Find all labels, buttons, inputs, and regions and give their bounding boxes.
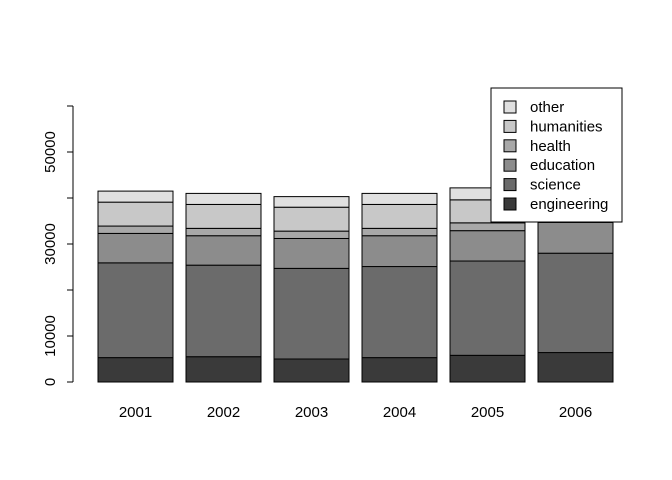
legend-label-education: education — [530, 157, 595, 174]
y-tick-label: 50000 — [42, 131, 59, 173]
x-tick-label: 2001 — [119, 404, 152, 421]
bar-segment-science-2005 — [449, 260, 526, 356]
legend-swatch-humanities — [503, 119, 517, 133]
bar-segment-engineering-2005 — [449, 354, 526, 383]
bar-segment-health-2002 — [185, 227, 262, 237]
bar-segment-health-2001 — [97, 225, 174, 234]
x-tick-label: 2006 — [559, 404, 592, 421]
bar-segment-education-2001 — [97, 232, 174, 264]
bar-segment-engineering-2002 — [185, 356, 262, 383]
bar-segment-engineering-2006 — [537, 352, 614, 383]
bar-segment-education-2002 — [185, 235, 262, 266]
bar-segment-other-2003 — [273, 196, 350, 208]
bar-segment-engineering-2004 — [361, 357, 438, 383]
legend-swatch-health — [503, 139, 517, 153]
legend-label-health: health — [530, 138, 571, 155]
x-tick-label: 2002 — [207, 404, 240, 421]
bar-segment-engineering-2003 — [273, 358, 350, 383]
bar-segment-science-2002 — [185, 264, 262, 358]
bar-segment-science-2003 — [273, 267, 350, 360]
y-tick-label: 0 — [42, 378, 59, 386]
bar-segment-engineering-2001 — [97, 357, 174, 383]
legend-label-humanities: humanities — [530, 118, 603, 135]
x-tick-label: 2003 — [295, 404, 328, 421]
legend-swatch-education — [503, 158, 517, 172]
bar-segment-other-2002 — [185, 192, 262, 205]
bar-segment-humanities-2003 — [273, 206, 350, 232]
legend-swatch-engineering — [503, 197, 517, 211]
x-tick-label: 2004 — [383, 404, 416, 421]
legend-swatch-other — [503, 100, 517, 114]
bar-segment-other-2004 — [361, 192, 438, 205]
x-tick-label: 2005 — [471, 404, 504, 421]
legend-label-engineering: engineering — [530, 196, 608, 213]
legend-label-other: other — [530, 99, 564, 116]
y-axis: 0 10000 30000 50000 — [42, 105, 74, 386]
bar-segment-health-2003 — [273, 230, 350, 239]
legend-label-science: science — [530, 177, 581, 194]
y-tick-label: 10000 — [42, 315, 59, 357]
bar-segment-science-2006 — [537, 252, 614, 354]
bar-segment-education-2003 — [273, 237, 350, 269]
legend-swatch-science — [503, 178, 517, 192]
bar-segment-other-2001 — [97, 190, 174, 203]
x-axis-labels: 2001 2002 2003 2004 2005 2006 — [119, 404, 592, 421]
bar-segment-education-2006 — [537, 221, 614, 254]
bar-segment-science-2001 — [97, 262, 174, 359]
bar-segment-humanities-2001 — [97, 201, 174, 227]
legend: other humanities health education science eng… — [490, 87, 623, 223]
bar-segment-humanities-2004 — [361, 203, 438, 229]
bar-segment-education-2005 — [449, 230, 526, 262]
bar-segment-humanities-2002 — [185, 203, 262, 229]
bar-segment-health-2004 — [361, 227, 438, 237]
bar-segment-education-2004 — [361, 235, 438, 268]
bar-segment-science-2004 — [361, 266, 438, 359]
y-tick-label: 30000 — [42, 223, 59, 265]
bar-segment-health-2005 — [449, 222, 526, 232]
